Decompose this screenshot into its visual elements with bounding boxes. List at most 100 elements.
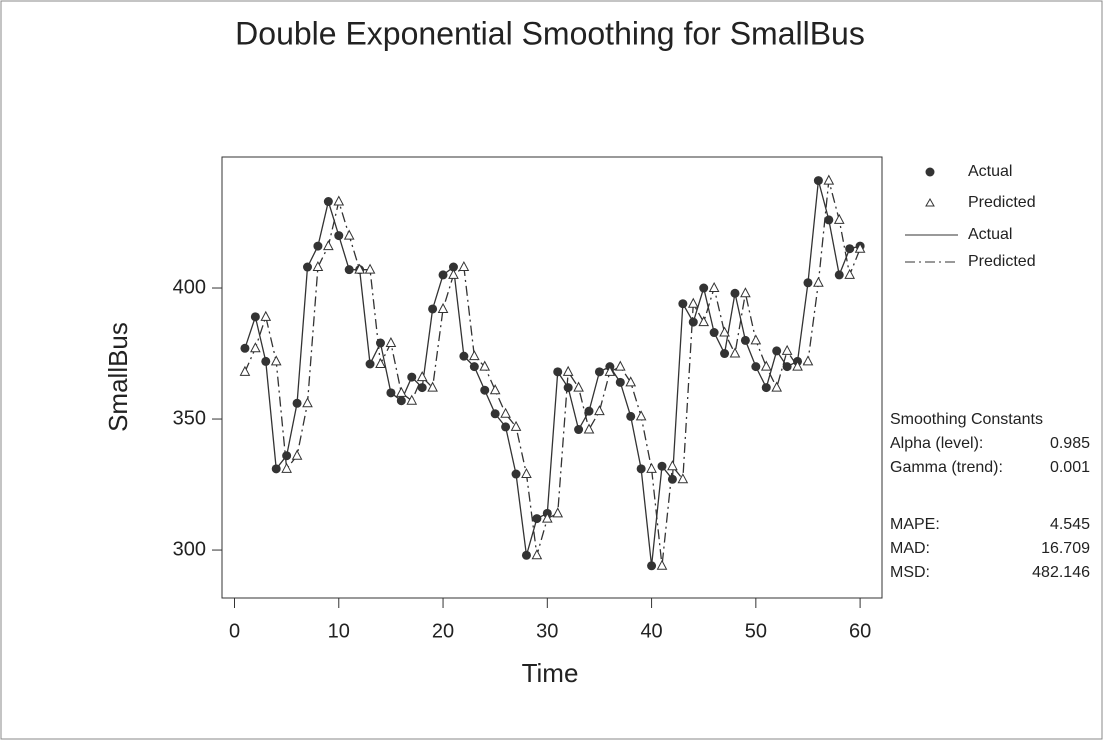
point: [657, 461, 667, 471]
point: [292, 398, 302, 408]
point: [813, 276, 824, 287]
point: [270, 355, 282, 366]
point: [428, 304, 438, 314]
point: [750, 334, 762, 345]
stat-value: 16.709: [1041, 540, 1090, 557]
point: [751, 362, 761, 372]
point: [271, 464, 281, 474]
point: [416, 371, 428, 382]
legend-label: Actual: [968, 163, 1012, 180]
point: [709, 328, 719, 338]
point: [375, 357, 386, 369]
point: [760, 360, 772, 371]
point: [615, 377, 625, 387]
point: [813, 176, 823, 186]
stat-value: 482.146: [1032, 564, 1090, 581]
point: [458, 260, 470, 272]
point: [803, 278, 813, 288]
point: [823, 174, 835, 185]
point: [490, 409, 500, 419]
point: [584, 406, 594, 416]
stat-label: MAPE:: [890, 516, 940, 533]
point: [489, 384, 501, 395]
x-tick-label: 50: [745, 620, 767, 642]
point: [614, 360, 626, 371]
stat-value: 0.985: [1050, 435, 1090, 452]
point: [834, 270, 844, 280]
legend-label: Predicted: [968, 253, 1036, 270]
point: [740, 287, 751, 298]
point: [771, 381, 783, 392]
stats-title: Smoothing Constants: [890, 411, 1043, 428]
point: [354, 263, 365, 274]
point: [667, 474, 677, 484]
point: [500, 407, 511, 418]
point: [626, 411, 636, 421]
x-tick-label: 60: [849, 620, 871, 642]
point: [312, 260, 324, 272]
point: [521, 467, 532, 479]
point: [406, 394, 418, 405]
point: [656, 559, 668, 570]
point: [635, 410, 647, 421]
point: [427, 381, 438, 392]
point: [333, 195, 345, 206]
point: [583, 423, 595, 434]
point: [501, 422, 511, 432]
point: [594, 405, 605, 416]
point: [302, 397, 313, 408]
point: [594, 367, 604, 377]
x-axis-label: Time: [522, 658, 579, 688]
point: [541, 512, 553, 523]
point: [698, 316, 710, 327]
point: [479, 360, 491, 371]
point: [291, 449, 303, 460]
point: [407, 372, 417, 382]
series-line: [244, 180, 861, 566]
point: [532, 514, 542, 524]
stat-label: MAD:: [890, 540, 930, 557]
point: [708, 281, 720, 293]
point: [553, 367, 563, 377]
point: [563, 383, 573, 393]
point: [240, 343, 250, 353]
y-tick-label: 400: [173, 276, 206, 298]
point: [521, 550, 531, 560]
point: [688, 317, 698, 327]
point: [385, 336, 397, 348]
point: [833, 213, 845, 224]
point: [260, 310, 272, 321]
chart-title: Double Exponential Smoothing for SmallBu…: [235, 15, 865, 51]
point: [636, 464, 646, 474]
stat-label: Alpha (level):: [890, 435, 983, 452]
point: [510, 420, 522, 431]
point: [687, 297, 699, 308]
x-tick-label: 20: [432, 620, 454, 642]
point: [364, 263, 376, 274]
point: [531, 549, 543, 560]
x-tick-label: 40: [640, 620, 662, 642]
point: [302, 262, 312, 272]
y-tick-label: 300: [173, 538, 206, 560]
y-tick-label: 350: [173, 407, 206, 429]
point: [677, 473, 689, 484]
x-tick-label: 30: [536, 620, 558, 642]
point: [448, 268, 459, 279]
point: [365, 359, 375, 369]
point: [448, 262, 458, 272]
point: [250, 312, 260, 322]
point: [396, 396, 406, 406]
legend-marker: [925, 167, 935, 177]
stat-label: MSD:: [890, 564, 930, 581]
point: [854, 242, 866, 253]
point: [480, 385, 490, 395]
stat-label: Gamma (trend):: [890, 459, 1003, 476]
point: [646, 462, 657, 473]
point: [730, 288, 740, 298]
legend-marker: [925, 197, 935, 207]
point: [573, 381, 584, 392]
stat-value: 4.545: [1050, 516, 1090, 533]
point: [323, 197, 333, 207]
